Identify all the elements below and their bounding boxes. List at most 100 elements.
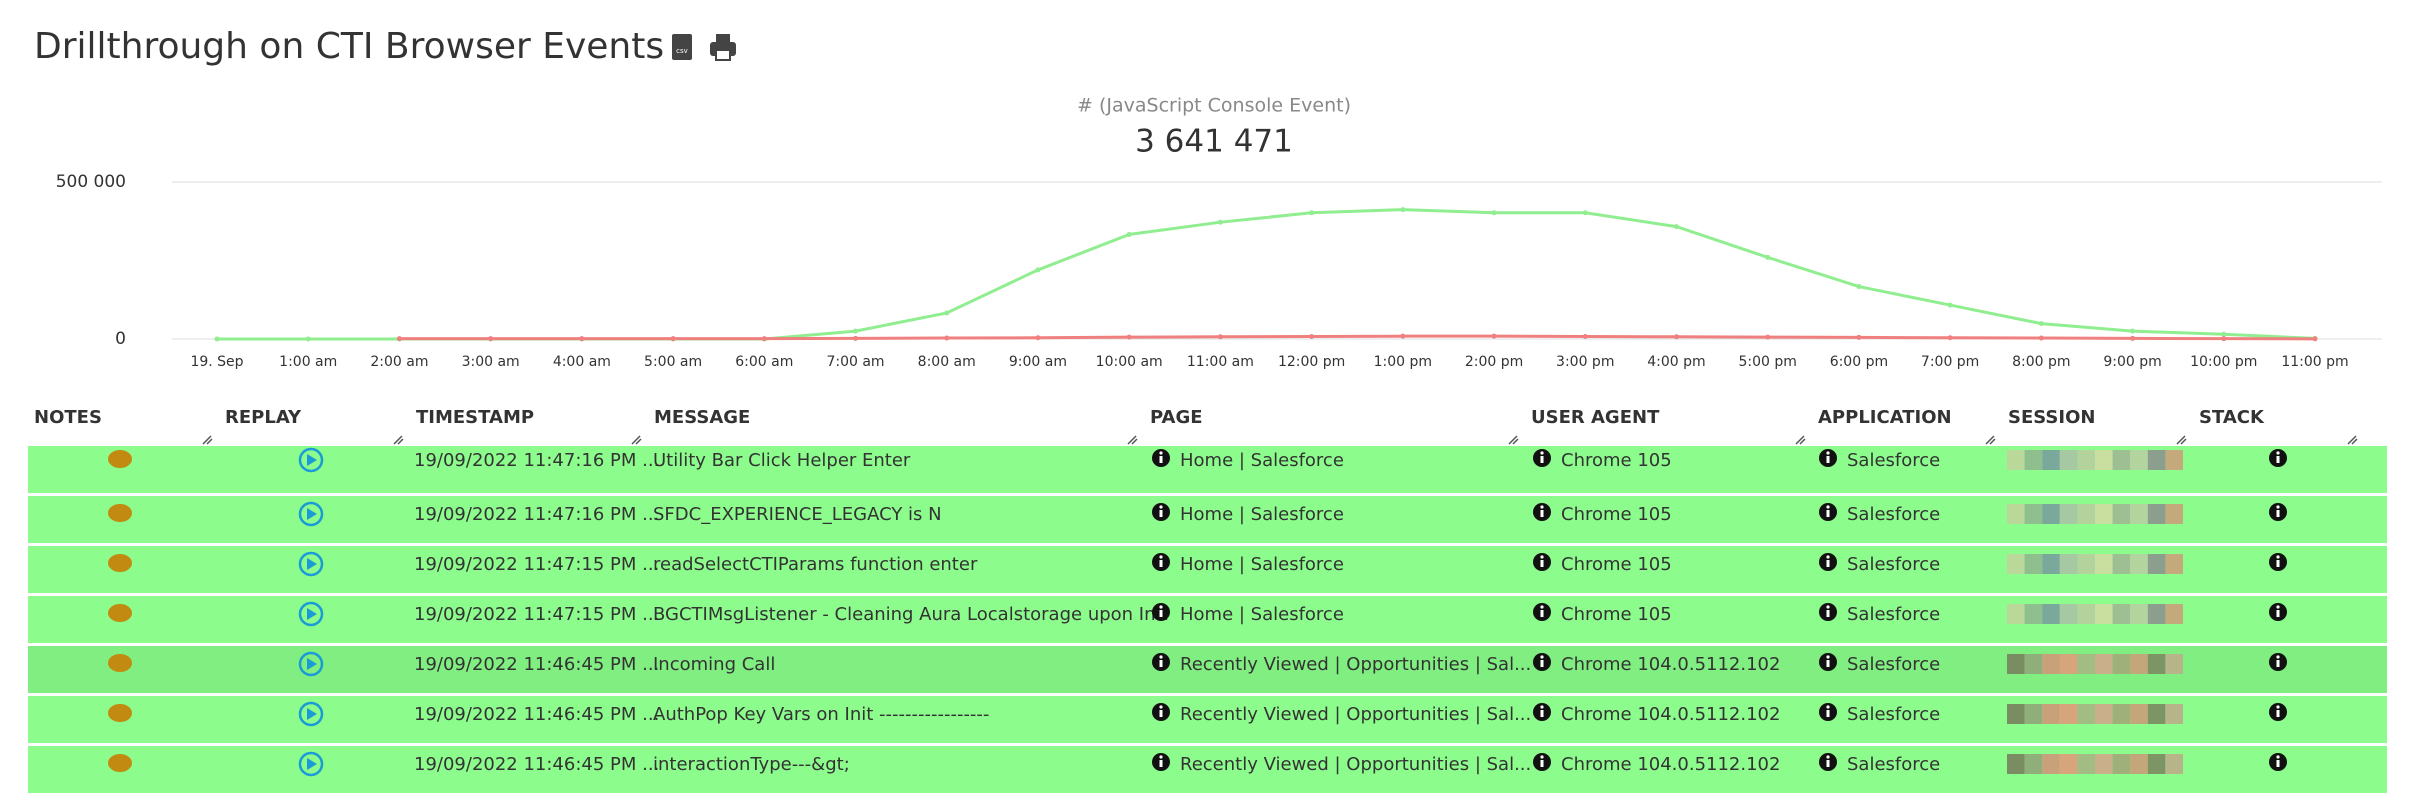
info-dot xyxy=(2276,505,2280,509)
session-block xyxy=(2077,604,2095,624)
info-dot xyxy=(1540,655,1544,659)
info-dot xyxy=(1826,755,1830,759)
info-glyph xyxy=(1159,760,1163,767)
session-block xyxy=(2165,654,2183,674)
x-tick-label: 8:00 pm xyxy=(2012,354,2070,370)
cell-text: Chrome 105 xyxy=(1561,450,1672,471)
cell-text: Recently Viewed | Opportunities | Sal... xyxy=(1180,754,1531,775)
session-block xyxy=(2024,554,2043,574)
column-header: MESSAGE xyxy=(654,407,750,428)
y-tick-label: 500 000 xyxy=(56,172,126,192)
x-tick-label: 2:00 am xyxy=(370,354,428,370)
resize-handle xyxy=(1985,435,1996,445)
info-glyph xyxy=(1826,610,1830,617)
info-glyph xyxy=(1159,510,1163,517)
point xyxy=(853,335,859,341)
info-dot xyxy=(1540,605,1544,609)
point xyxy=(305,336,311,342)
x-tick-label: 1:00 am xyxy=(279,354,337,370)
session-block xyxy=(2130,554,2148,574)
point xyxy=(1765,254,1771,260)
point xyxy=(396,336,402,342)
notes-icon[interactable] xyxy=(108,554,132,572)
replay-icon[interactable] xyxy=(298,447,324,473)
x-tick-label: 9:00 pm xyxy=(2103,354,2161,370)
column-header: REPLAY xyxy=(225,407,302,428)
point xyxy=(944,310,950,316)
notes-icon[interactable] xyxy=(108,604,132,622)
info-dot xyxy=(1159,505,1163,509)
notes-icon[interactable] xyxy=(108,704,132,722)
cell-text: Chrome 104.0.5112.102 xyxy=(1561,704,1780,725)
x-tick-label: 6:00 am xyxy=(735,354,793,370)
session-block xyxy=(2007,604,2025,624)
table-row[interactable] xyxy=(28,646,2387,693)
cell-text: 19/09/2022 11:47:16 PM ... xyxy=(414,450,659,471)
notes-icon[interactable] xyxy=(108,754,132,772)
table-row[interactable] xyxy=(28,746,2387,793)
point xyxy=(944,335,950,341)
notes-icon[interactable] xyxy=(108,654,132,672)
session-block xyxy=(2059,754,2078,774)
point xyxy=(1035,335,1041,341)
cell-text: Home | Salesforce xyxy=(1180,450,1344,471)
cell-text: Salesforce xyxy=(1847,450,1940,471)
cell-text: Recently Viewed | Opportunities | Sal... xyxy=(1180,654,1531,675)
replay-glyph xyxy=(307,454,317,466)
info-dot xyxy=(1826,505,1830,509)
session-block xyxy=(2147,654,2166,674)
csv-icon[interactable]: csv xyxy=(672,34,692,60)
session-block xyxy=(2077,554,2095,574)
point xyxy=(488,336,494,342)
point xyxy=(1126,334,1132,340)
replay-icon[interactable] xyxy=(298,751,324,777)
replay-icon[interactable] xyxy=(298,601,324,627)
replay-icon[interactable] xyxy=(298,501,324,527)
point xyxy=(1309,210,1315,216)
resize-handle xyxy=(2176,435,2187,445)
session-block xyxy=(2059,504,2078,524)
cell-text: 19/09/2022 11:46:45 PM ... xyxy=(414,754,659,775)
table-row[interactable] xyxy=(28,446,2387,493)
info-dot xyxy=(1826,605,1830,609)
cell-text: Chrome 105 xyxy=(1561,604,1672,625)
session-block xyxy=(2147,554,2166,574)
point xyxy=(2130,328,2136,334)
replay-glyph xyxy=(307,758,317,770)
series-line xyxy=(399,334,2316,341)
table-row[interactable] xyxy=(28,696,2387,743)
y-tick-label: 0 xyxy=(115,329,126,349)
replay-icon[interactable] xyxy=(298,701,324,727)
notes-icon[interactable] xyxy=(108,450,132,468)
info-glyph xyxy=(1540,710,1544,717)
table-row[interactable] xyxy=(28,496,2387,543)
cell-text: Home | Salesforce xyxy=(1180,504,1344,525)
replay-icon[interactable] xyxy=(298,651,324,677)
info-glyph xyxy=(2276,660,2280,667)
info-glyph xyxy=(1826,710,1830,717)
table-row[interactable] xyxy=(28,546,2387,593)
notes-icon[interactable] xyxy=(108,504,132,522)
info-dot xyxy=(1540,451,1544,455)
info-dot xyxy=(2276,655,2280,659)
session-block xyxy=(2112,654,2131,674)
table-row[interactable] xyxy=(28,596,2387,643)
replay-glyph xyxy=(307,558,317,570)
print-icon[interactable] xyxy=(710,34,736,61)
cell-text: 19/09/2022 11:47:16 PM ... xyxy=(414,504,659,525)
session-block xyxy=(2007,704,2025,724)
cell-text: readSelectCTIParams function enter xyxy=(653,554,978,575)
replay-glyph xyxy=(307,608,317,620)
session-block xyxy=(2147,504,2166,524)
cell-text: Chrome 105 xyxy=(1561,554,1672,575)
session-block xyxy=(2095,504,2113,524)
point xyxy=(1765,334,1771,340)
session-block xyxy=(2042,504,2060,524)
replay-icon[interactable] xyxy=(298,551,324,577)
point xyxy=(1582,333,1588,339)
info-glyph xyxy=(1159,560,1163,567)
session-block xyxy=(2112,704,2131,724)
session-block xyxy=(2095,654,2113,674)
point xyxy=(1126,231,1132,237)
